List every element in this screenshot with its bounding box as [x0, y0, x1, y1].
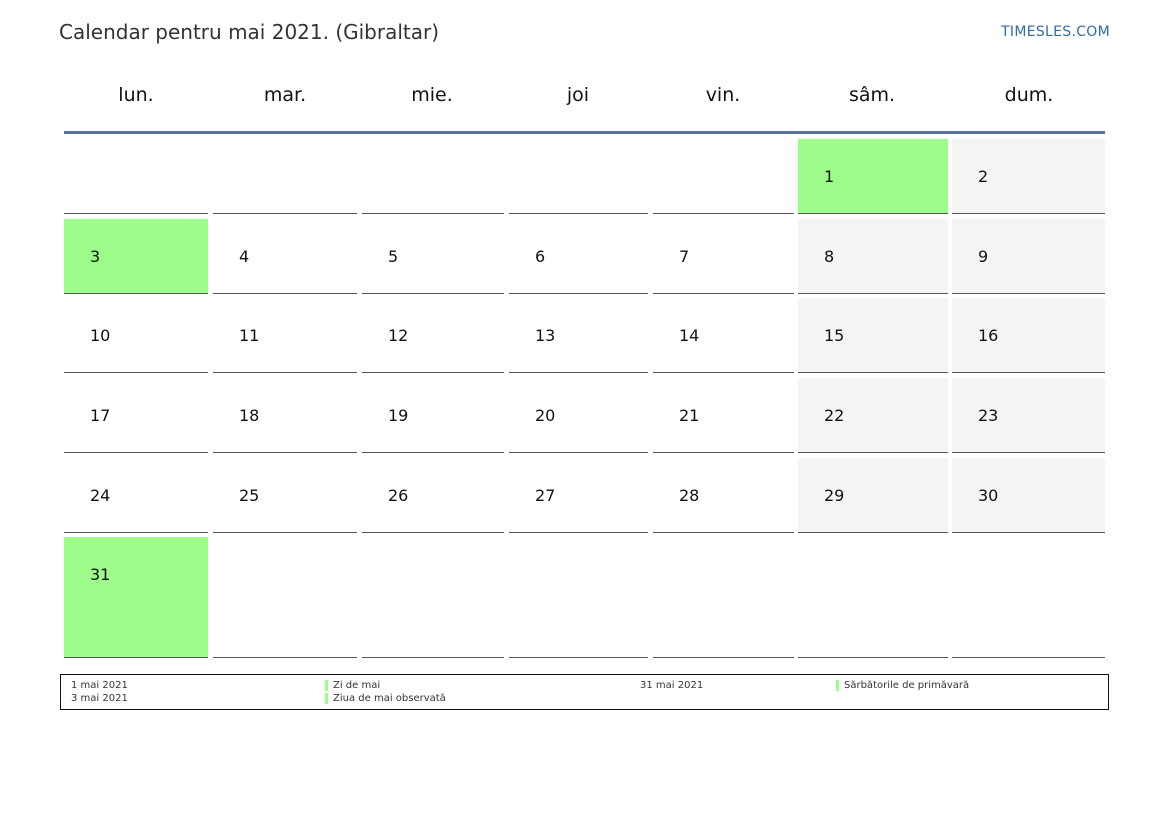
day-number: 8	[824, 247, 835, 266]
day-number: 13	[535, 326, 556, 345]
header-divider	[64, 131, 1105, 134]
day-cell[interactable]: 17	[64, 378, 208, 453]
day-cell[interactable]: 3	[64, 219, 208, 294]
day-cell[interactable]: 6	[509, 219, 648, 294]
day-cell[interactable]: 21	[653, 378, 794, 453]
day-number: 29	[824, 486, 845, 505]
day-cell[interactable]: 16	[952, 298, 1105, 373]
legend-holiday-name: Ziua de mai observată	[333, 693, 446, 704]
weekday-label: vin.	[705, 84, 741, 106]
day-number: 15	[824, 326, 845, 345]
day-cell[interactable]: 24	[64, 458, 208, 533]
legend-holiday-name: Zi de mai	[333, 680, 381, 691]
day-number: 1	[824, 167, 835, 186]
day-number: 18	[239, 406, 260, 425]
day-number: 3	[90, 247, 101, 266]
day-cell[interactable]: 25	[213, 458, 357, 533]
day-cell[interactable]: 23	[952, 378, 1105, 453]
day-cell[interactable]: 13	[509, 298, 648, 373]
day-cell[interactable]: 28	[653, 458, 794, 533]
day-cell[interactable]: 20	[509, 378, 648, 453]
day-number: 10	[90, 326, 111, 345]
day-cell[interactable]: 30	[952, 458, 1105, 533]
day-cell[interactable]: 11	[213, 298, 357, 373]
weekday-label: lun.	[118, 84, 154, 106]
legend-color-marker	[325, 693, 328, 704]
empty-day-cell	[952, 537, 1105, 658]
weekday-label: joi	[566, 84, 590, 106]
day-number: 21	[679, 406, 700, 425]
day-number: 22	[824, 406, 845, 425]
day-number: 27	[535, 486, 556, 505]
day-number: 9	[978, 247, 989, 266]
empty-day-cell	[362, 139, 504, 214]
empty-day-cell	[213, 139, 357, 214]
day-number: 17	[90, 406, 111, 425]
day-number: 12	[388, 326, 409, 345]
page-title: Calendar pentru mai 2021. (Gibraltar)	[59, 20, 440, 44]
empty-day-cell	[64, 139, 208, 214]
day-cell[interactable]: 19	[362, 378, 504, 453]
weekday-label: sâm.	[848, 84, 896, 106]
day-cell[interactable]: 9	[952, 219, 1105, 294]
day-cell[interactable]: 22	[798, 378, 948, 453]
empty-day-cell	[798, 537, 948, 658]
day-cell[interactable]: 8	[798, 219, 948, 294]
weekday-header-row: lun. mar. mie. joi vin. sâm. dum.	[64, 84, 1105, 114]
empty-day-cell	[509, 139, 648, 214]
legend-holiday-name: Sărbătorile de primăvară	[844, 680, 970, 691]
day-cell[interactable]: 14	[653, 298, 794, 373]
day-cell[interactable]: 12	[362, 298, 504, 373]
weekday-label: mar.	[263, 84, 307, 106]
day-number: 7	[679, 247, 690, 266]
day-number: 2	[978, 167, 989, 186]
weekday-label: mie.	[411, 84, 453, 106]
empty-day-cell	[362, 537, 504, 658]
empty-day-cell	[509, 537, 648, 658]
legend-color-marker	[325, 680, 328, 691]
day-number: 19	[388, 406, 409, 425]
day-cell[interactable]: 5	[362, 219, 504, 294]
empty-day-cell	[213, 537, 357, 658]
day-number: 5	[388, 247, 399, 266]
legend-date: 31 mai 2021	[640, 680, 704, 691]
day-number: 26	[388, 486, 409, 505]
day-number: 31	[90, 565, 111, 584]
legend-date: 1 mai 2021	[71, 680, 128, 691]
legend-date: 3 mai 2021	[71, 693, 128, 704]
weekday-label: dum.	[1004, 84, 1054, 106]
day-number: 6	[535, 247, 546, 266]
day-number: 30	[978, 486, 999, 505]
day-number: 23	[978, 406, 999, 425]
day-cell[interactable]: 27	[509, 458, 648, 533]
day-cell[interactable]: 10	[64, 298, 208, 373]
brand-link[interactable]: TIMESLES.COM	[1001, 24, 1110, 40]
day-cell[interactable]: 15	[798, 298, 948, 373]
day-number: 28	[679, 486, 700, 505]
day-number: 16	[978, 326, 999, 345]
day-cell[interactable]: 4	[213, 219, 357, 294]
empty-day-cell	[653, 139, 794, 214]
day-cell[interactable]: 7	[653, 219, 794, 294]
day-cell[interactable]: 2	[952, 139, 1105, 214]
day-number: 14	[679, 326, 700, 345]
day-cell[interactable]: 29	[798, 458, 948, 533]
day-number: 24	[90, 486, 111, 505]
holiday-legend: 1 mai 2021 Zi de mai 3 mai 2021 Ziua de …	[60, 674, 1109, 710]
day-number: 20	[535, 406, 556, 425]
day-number: 25	[239, 486, 260, 505]
day-cell[interactable]: 18	[213, 378, 357, 453]
day-number: 4	[239, 247, 250, 266]
legend-color-marker	[836, 680, 839, 691]
empty-day-cell	[653, 537, 794, 658]
day-cell[interactable]: 31	[64, 537, 208, 658]
day-cell[interactable]: 26	[362, 458, 504, 533]
day-number: 11	[239, 326, 260, 345]
day-cell[interactable]: 1	[798, 139, 948, 214]
